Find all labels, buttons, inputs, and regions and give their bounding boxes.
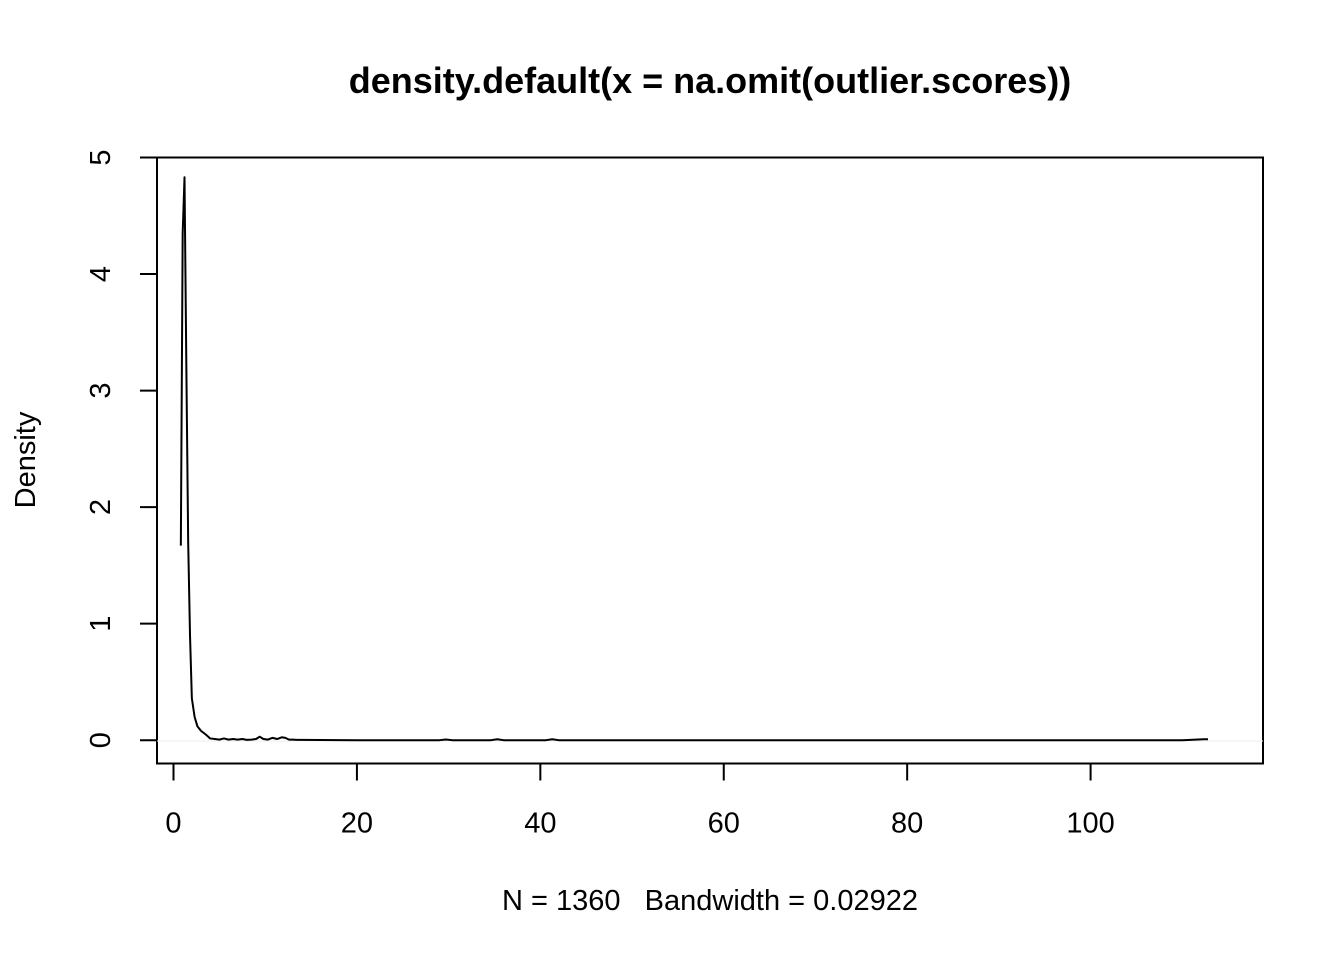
x-tick-label: 40 — [524, 808, 556, 840]
x-tick-label: 100 — [1066, 808, 1114, 840]
y-axis: 0 1 2 3 4 5 — [85, 149, 158, 748]
x-tick-label: 20 — [341, 808, 373, 840]
y-tick-label: 4 — [85, 266, 117, 282]
y-tick-label: 0 — [85, 732, 117, 748]
y-tick-label: 2 — [85, 499, 117, 515]
x-tick-label: 60 — [708, 808, 740, 840]
y-tick-label: 5 — [85, 149, 117, 165]
density-line — [179, 176, 1208, 742]
x-tick-label: 80 — [891, 808, 923, 840]
y-axis-label: Density — [10, 411, 42, 508]
x-tick-label: 0 — [165, 808, 181, 840]
plot-frame — [156, 156, 1264, 765]
x-axis-label: N = 1360 Bandwidth = 0.02922 — [502, 885, 918, 917]
y-tick-label: 1 — [85, 616, 117, 632]
chart-title: density.default(x = na.omit(outlier.scor… — [349, 60, 1071, 101]
x-axis: 0 20 40 60 80 100 — [165, 762, 1115, 840]
y-tick-label: 3 — [85, 383, 117, 399]
